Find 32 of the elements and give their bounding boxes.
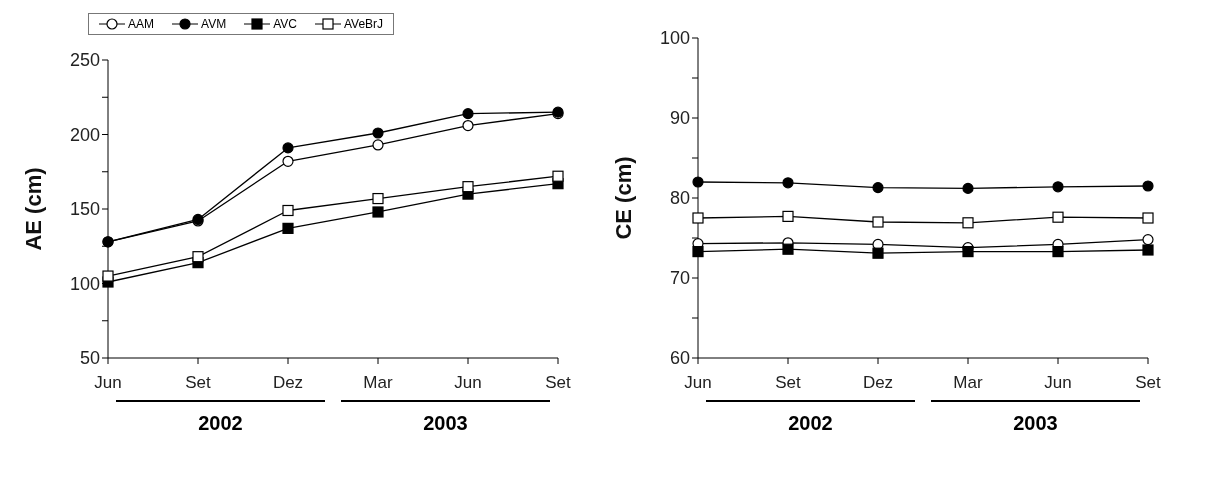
y-tick-label: 80 — [669, 188, 690, 209]
y-axis-title: CE (cm) — [610, 156, 636, 240]
x-tick-label: Jun — [94, 373, 122, 393]
x-tick-label: Dez — [272, 373, 304, 393]
text: 2002 — [116, 400, 325, 435]
legend-label: AVC — [272, 17, 297, 31]
y-tick-label: 60 — [669, 348, 690, 369]
y-axis-title: AE (cm) — [20, 167, 46, 251]
y-tick-label: 100 — [659, 28, 690, 49]
y-tick-label: 250 — [69, 50, 100, 71]
text: 2002 — [706, 400, 915, 435]
x-tick-label: Jun — [1044, 373, 1072, 393]
text: 2003 — [341, 400, 550, 435]
x-tick-label: Jun — [684, 373, 712, 393]
legend-label: AAM — [127, 17, 155, 31]
x-tick-label: Jun — [454, 373, 482, 393]
legend-label: AVeBrJ — [342, 17, 384, 31]
y-tick-label: 150 — [69, 199, 100, 220]
x-tick-label: Mar — [363, 373, 393, 393]
legend-label: AVM — [200, 17, 227, 31]
x-tick-label: Set — [545, 373, 572, 393]
y-tick-label: 50 — [79, 348, 100, 369]
y-tick-label: 200 — [69, 124, 100, 145]
x-tick-label: Set — [185, 373, 212, 393]
text: 2003 — [931, 400, 1140, 435]
x-tick-label: Set — [1135, 373, 1162, 393]
x-tick-label: Mar — [953, 373, 983, 393]
y-tick-label: 100 — [69, 273, 100, 294]
x-tick-label: Dez — [862, 373, 894, 393]
y-tick-label: 70 — [669, 268, 690, 289]
y-tick-label: 90 — [669, 108, 690, 129]
x-tick-label: Set — [775, 373, 802, 393]
